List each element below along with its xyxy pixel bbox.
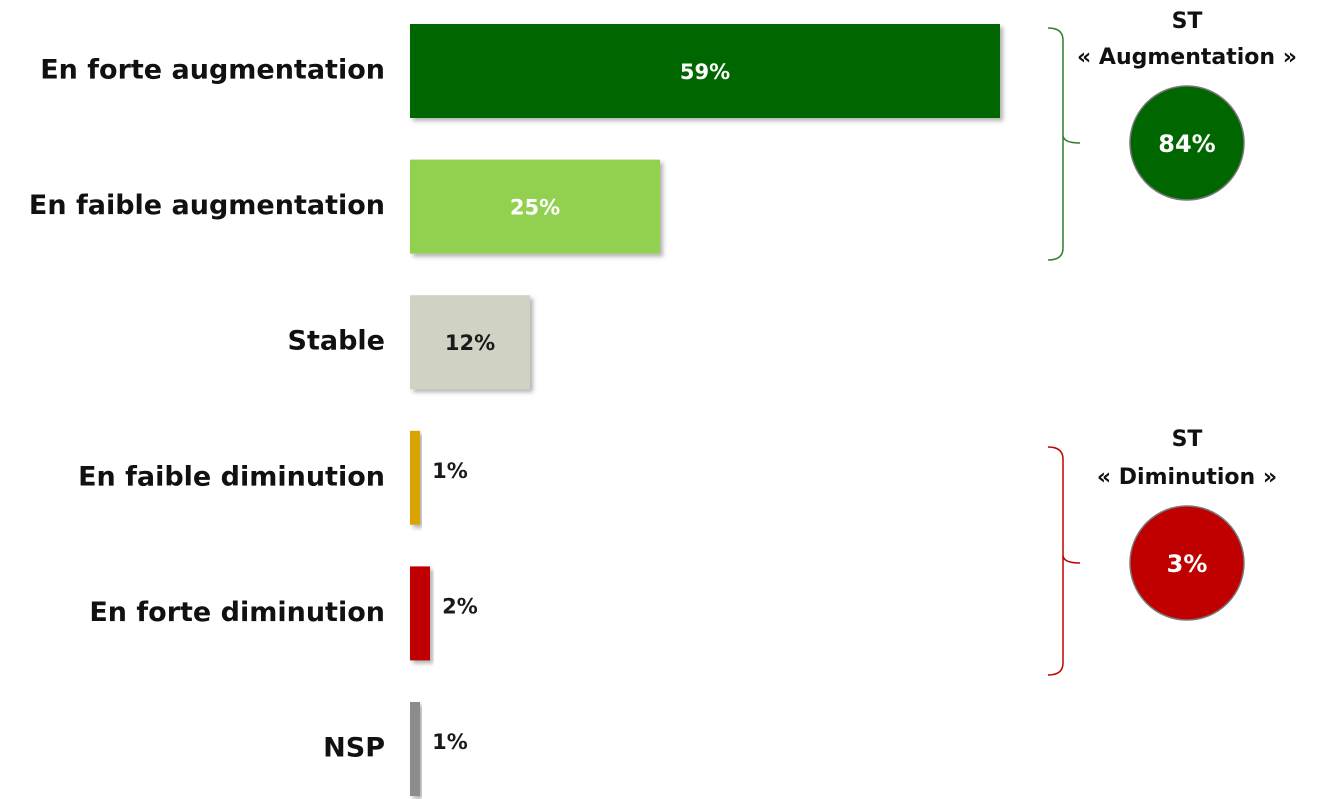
bar (410, 566, 430, 661)
bar (410, 295, 530, 390)
subtotal-circle (1129, 505, 1245, 621)
subtotal-title: ST (1172, 9, 1203, 34)
value-label: 12% (445, 331, 495, 355)
value-label: 1% (432, 730, 468, 754)
subtotal-title: ST (1172, 427, 1203, 452)
bracket (1047, 446, 1081, 676)
subtotal-circle (1129, 85, 1245, 201)
bar (410, 702, 420, 796)
subtotal-title: « Augmentation » (1077, 45, 1297, 70)
subtotal-value: 84% (1158, 130, 1215, 158)
category-label: En faible augmentation (29, 190, 385, 221)
category-label: Stable (288, 326, 385, 357)
bar (410, 159, 660, 254)
bracket (1047, 27, 1081, 261)
category-label: NSP (323, 733, 385, 764)
value-label: 2% (442, 594, 478, 618)
value-label: 59% (680, 60, 730, 84)
category-label: En faible diminution (78, 461, 385, 492)
subtotal-title: « Diminution » (1097, 465, 1277, 490)
value-label: 1% (432, 459, 468, 483)
value-label: 25% (510, 196, 560, 220)
category-label: En forte augmentation (40, 55, 385, 86)
category-label: En forte diminution (89, 597, 385, 628)
bar (410, 430, 420, 525)
bar (410, 24, 1000, 118)
subtotal-value: 3% (1167, 550, 1208, 578)
